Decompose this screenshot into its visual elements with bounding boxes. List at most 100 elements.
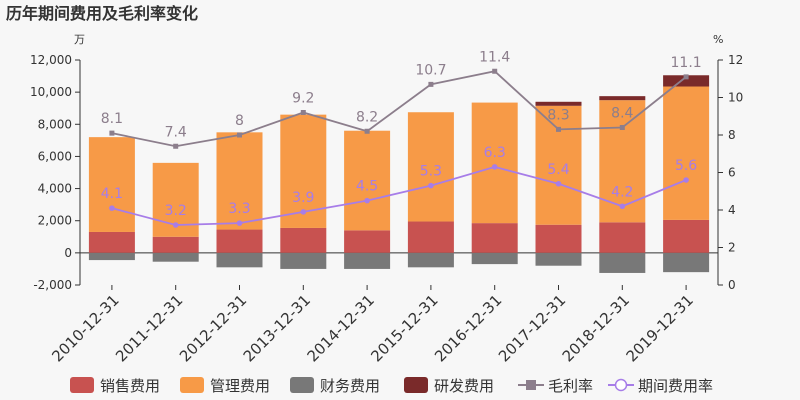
bar-segment	[344, 130, 391, 231]
right-tick-label: 2	[728, 241, 736, 255]
legend-label: 期间费用率	[638, 377, 713, 395]
bar-segment	[535, 105, 582, 225]
series-line	[111, 165, 687, 226]
legend-swatch	[70, 377, 94, 393]
data-label: 8.4	[611, 106, 633, 122]
data-label: 7.4	[165, 124, 187, 140]
data-point	[109, 130, 115, 136]
data-point	[555, 180, 562, 187]
data-point	[173, 143, 179, 149]
x-tick-label: 2010-12-31	[48, 291, 122, 365]
data-label: 8.1	[101, 111, 123, 127]
data-label: 11.1	[671, 55, 702, 71]
data-point	[619, 125, 625, 130]
bar-segment	[88, 231, 135, 253]
plot-area: -2,000 0 2,000 4,000 6,000 8,000 10,000 12,000 0…	[30, 49, 743, 365]
data-label: 9.2	[292, 91, 314, 107]
bar-segment	[599, 252, 646, 273]
data-point	[300, 110, 306, 115]
series-line	[111, 70, 687, 148]
left-tick-label: 4,000	[38, 182, 72, 196]
bar-segment	[280, 252, 327, 269]
x-tick-label: 2017-12-31	[495, 291, 569, 365]
bar-segment	[216, 229, 263, 253]
legend-label: 毛利率	[548, 377, 593, 395]
bar-segment	[216, 252, 263, 268]
data-label: 6.3	[484, 145, 506, 161]
right-tick-label: 8	[728, 128, 736, 142]
data-label: 11.4	[479, 49, 510, 65]
x-tick-label: 2019-12-31	[623, 291, 697, 365]
x-tick-label: 2016-12-31	[431, 291, 505, 365]
bar-segment	[344, 230, 391, 253]
data-point	[109, 205, 115, 211]
chart-title: 历年期间费用及毛利率变化	[6, 4, 198, 23]
data-label: 3.9	[292, 190, 314, 206]
right-tick-label: 0	[728, 278, 736, 292]
bar-segment	[663, 219, 710, 253]
left-tick-label: 0	[64, 246, 72, 260]
legend-marker	[614, 378, 628, 392]
legend: 销售费用 管理费用 财务费用 研发费用 毛利率 期间费用率	[70, 377, 713, 395]
legend-label: 财务费用	[320, 377, 380, 395]
data-point	[683, 74, 689, 80]
bar-segment	[663, 75, 710, 87]
left-tick-label: 8,000	[38, 117, 72, 131]
bar-segment	[663, 86, 710, 220]
x-tick-label: 2014-12-31	[304, 291, 378, 365]
x-tick-label: 2018-12-31	[559, 291, 633, 365]
data-point	[300, 209, 307, 215]
data-label: 8.3	[547, 107, 569, 123]
data-label: 4.1	[101, 186, 123, 202]
x-tick-label: 2012-12-31	[176, 291, 250, 365]
data-point	[236, 220, 243, 226]
legend-label: 销售费用	[100, 377, 160, 395]
right-axis-unit: %	[713, 33, 723, 46]
legend-label: 管理费用	[210, 377, 270, 395]
bar-segment	[280, 227, 327, 253]
legend-marker	[526, 380, 536, 390]
data-point	[364, 197, 370, 204]
bar-segment	[471, 252, 518, 265]
data-point	[492, 68, 498, 74]
data-label: 3.2	[165, 203, 187, 219]
bar-segment	[407, 112, 454, 222]
data-label: 4.5	[356, 179, 378, 195]
left-axis-unit: 万	[74, 33, 85, 46]
bar-segment	[471, 223, 518, 253]
x-tick-label: 2011-12-31	[112, 291, 186, 365]
x-tick-label: 2013-12-31	[240, 291, 314, 365]
bar-segment	[216, 132, 263, 230]
x-tick-label: 2015-12-31	[367, 291, 441, 365]
right-tick-label: 4	[728, 203, 736, 217]
data-label: 8	[235, 113, 244, 129]
bar-segment	[471, 102, 518, 224]
data-point	[428, 81, 434, 87]
data-point	[364, 128, 370, 134]
data-label: 8.2	[356, 109, 378, 125]
bar-segment	[599, 222, 646, 253]
data-point	[428, 182, 434, 189]
bar-segment	[663, 252, 710, 273]
bar-segment	[407, 252, 454, 268]
legend-swatch	[180, 377, 204, 393]
legend-label: 研发费用	[434, 377, 494, 395]
data-label: 5.3	[420, 164, 442, 180]
bar-segment	[535, 224, 582, 253]
bar-segment	[599, 100, 646, 223]
bar-segment	[152, 252, 199, 262]
bar-segment	[535, 101, 582, 106]
data-point	[556, 126, 561, 132]
bar-segment	[88, 252, 135, 261]
data-point	[619, 203, 626, 210]
data-point	[172, 222, 179, 228]
left-tick-label: 6,000	[38, 149, 72, 163]
data-label: 5.4	[547, 162, 569, 178]
left-tick-label: 12,000	[30, 53, 72, 67]
bar-segment	[88, 137, 135, 232]
right-tick-label: 6	[728, 166, 736, 180]
right-tick-label: 12	[728, 53, 743, 67]
bar-segment	[599, 96, 646, 101]
bar-segment	[535, 252, 582, 266]
data-point	[237, 132, 242, 138]
